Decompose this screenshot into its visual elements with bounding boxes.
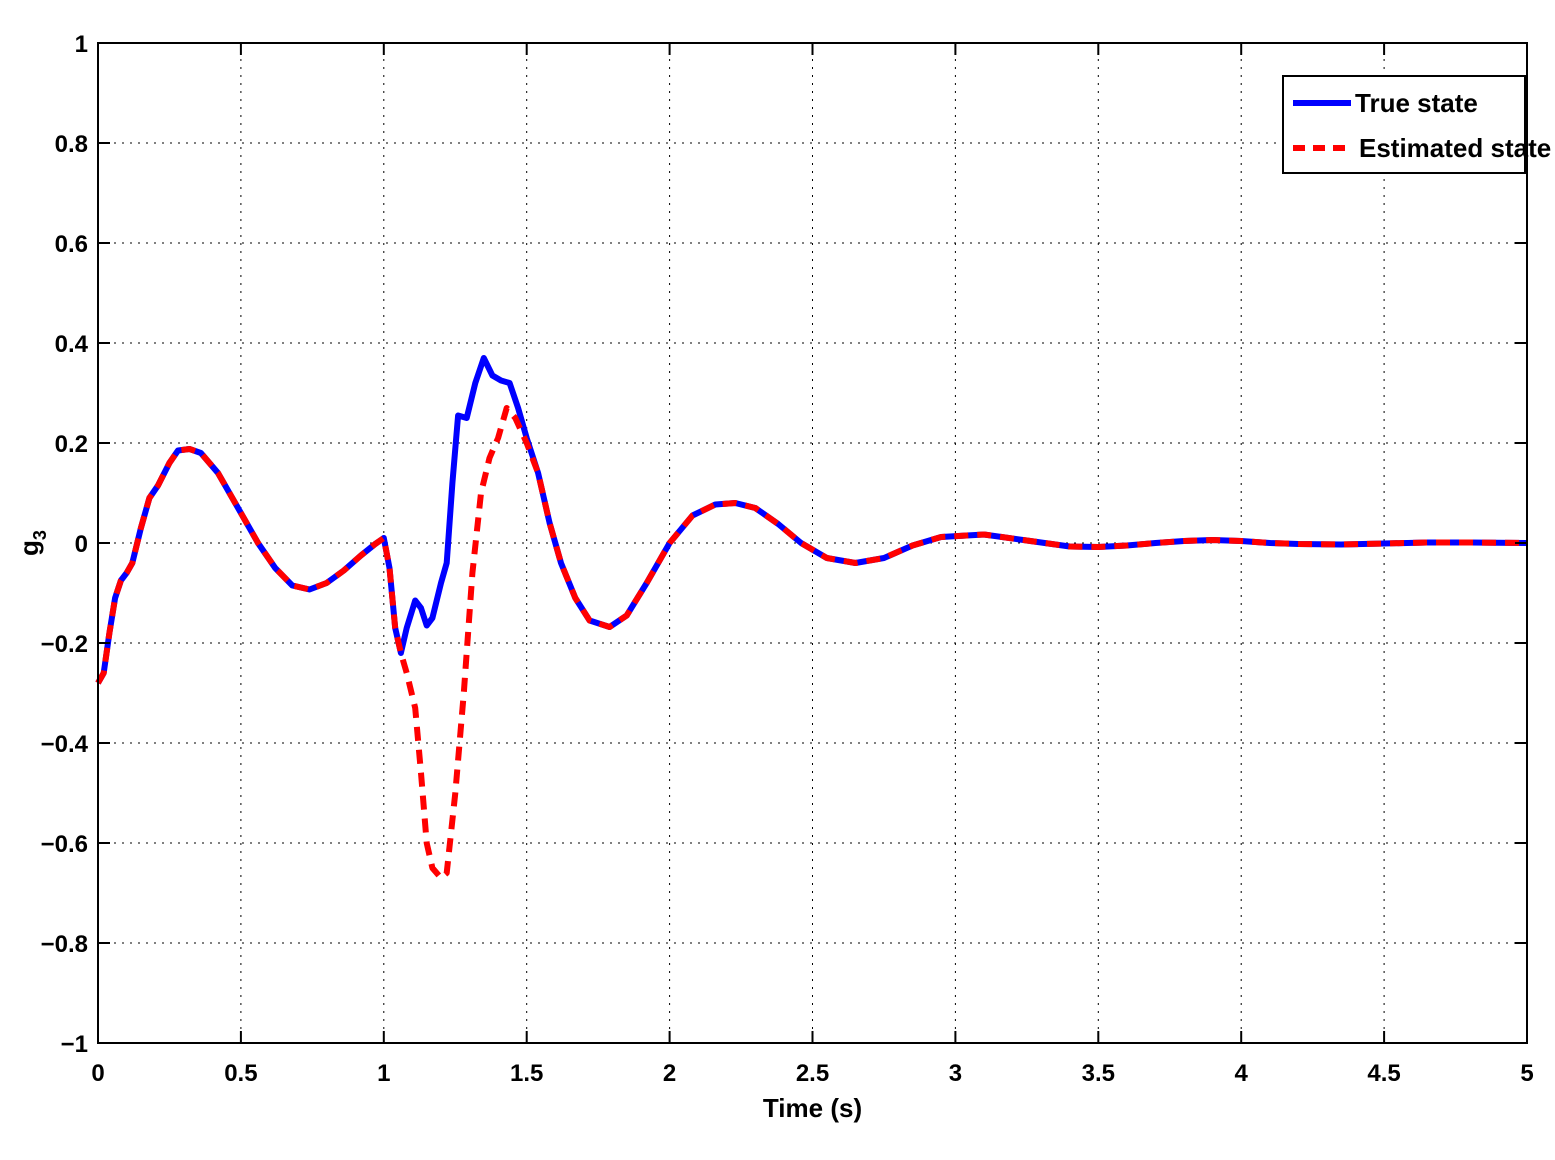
series-estimated-state <box>95 405 1528 881</box>
y-tick-label: −0.8 <box>41 931 88 958</box>
grid-lines <box>98 43 1527 1043</box>
x-tick-label: 1.5 <box>510 1060 543 1087</box>
x-tick-label: 2.5 <box>796 1060 829 1087</box>
legend-label-estimated-state: Estimated state <box>1359 133 1551 163</box>
x-tick-label: 1 <box>377 1060 390 1087</box>
y-axis-label-main: g <box>14 540 44 556</box>
y-axis-label-subscript: 3 <box>30 530 50 540</box>
x-tick-label: 0 <box>91 1060 104 1087</box>
x-tick-label: 0.5 <box>224 1060 257 1087</box>
tick-labels: 0 0.5 1 1.5 2 2.5 3 3.5 4 4.5 5 −1 −0.8 −0.6 −0.4 −0.2 0… <box>41 31 1534 1087</box>
y-tick-label: −0.6 <box>41 831 88 858</box>
x-tick-label: 2 <box>663 1060 676 1087</box>
y-tick-label: 0 <box>75 531 88 558</box>
y-tick-label: −0.2 <box>41 631 88 658</box>
legend: True state Estimated state <box>1282 75 1551 174</box>
y-tick-label: 0.8 <box>55 131 88 158</box>
x-tick-label: 5 <box>1520 1060 1533 1087</box>
x-tick-label: 3.5 <box>1082 1060 1115 1087</box>
y-tick-label: 0.4 <box>55 331 89 358</box>
y-tick-label: −1 <box>61 1031 88 1058</box>
legend-label-true-state: True state <box>1355 88 1478 118</box>
y-tick-label: 1 <box>75 31 88 58</box>
series-layer <box>95 355 1528 881</box>
y-tick-label: −0.4 <box>41 731 89 758</box>
y-tick-label: 0.6 <box>55 231 88 258</box>
y-axis-label: g3 <box>14 530 50 556</box>
x-axis-label: Time (s) <box>763 1093 862 1123</box>
legend-box <box>1282 75 1526 174</box>
x-tick-label: 4.5 <box>1367 1060 1400 1087</box>
x-tick-label: 4 <box>1235 1060 1249 1087</box>
x-tick-label: 3 <box>949 1060 962 1087</box>
y-tick-label: 0.2 <box>55 431 88 458</box>
